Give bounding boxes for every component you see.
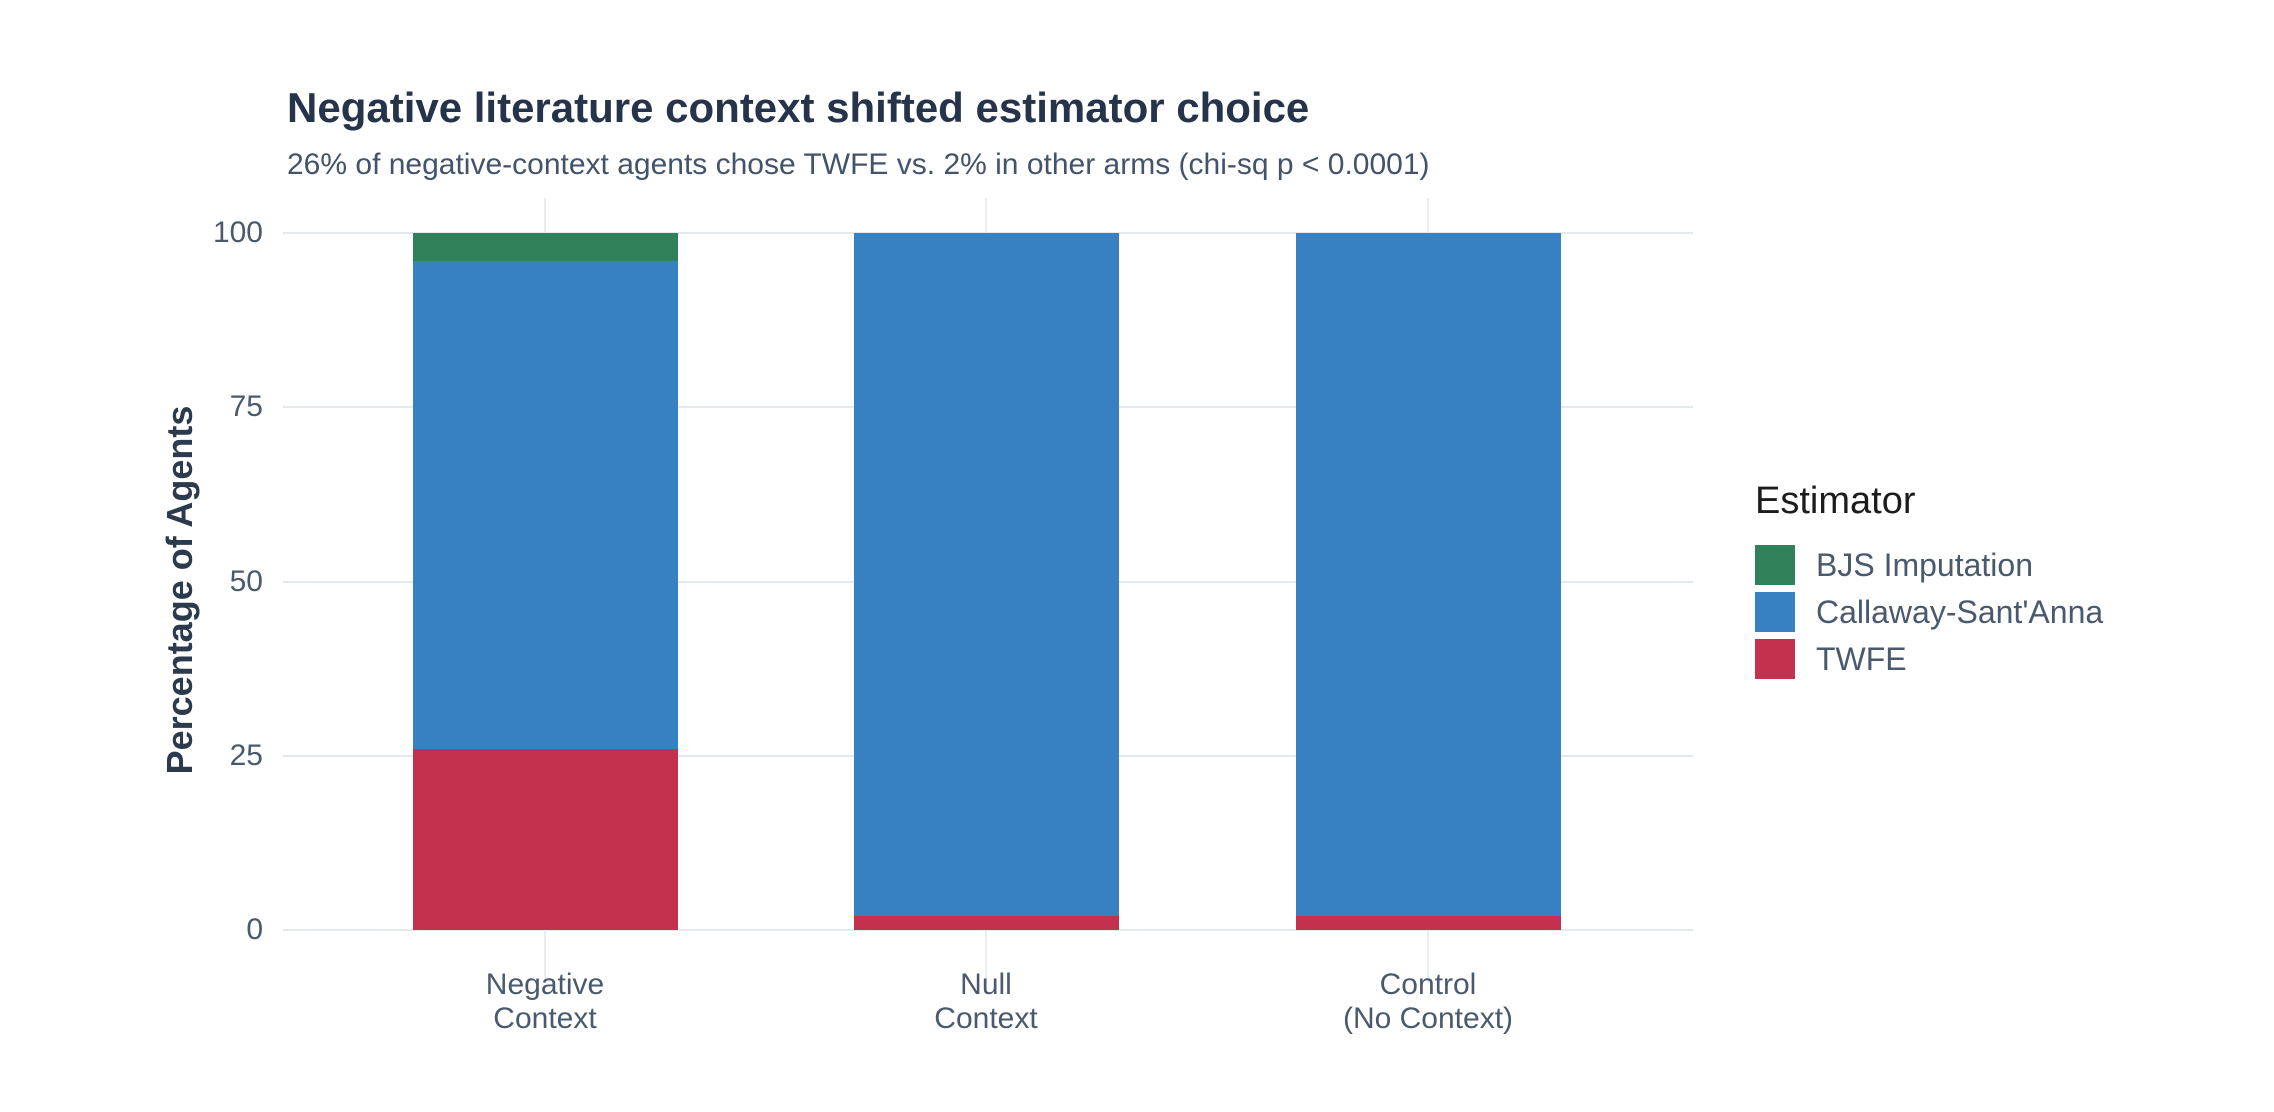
x-tick-label-negative-context: Negative Context [485,968,605,1035]
chart-title: Negative literature context shifted esti… [287,84,1310,131]
bar-segment-negative-context-twfe [412,748,678,930]
bar-segment-null-context-twfe [853,916,1119,930]
legend-label-bjs-imputation: BJS Imputation [1816,546,2033,583]
y-axis-title: Percentage of Agents [159,405,200,775]
y-tick-label-75: 75 [229,390,263,424]
y-tick-label-25: 25 [229,738,263,772]
legend-item-bjs-imputation: BJS Imputation [1755,545,2103,585]
legend-label-twfe: TWFE [1816,640,1907,677]
x-tick-label-control-no-context: Control (No Context) [1342,968,1514,1035]
legend-label-callaway-sant-anna: Callaway-Sant'Anna [1816,593,2104,630]
plot-panel [283,198,1693,983]
y-tick-label-100: 100 [212,216,263,249]
legend-item-callaway-sant-anna: Callaway-Sant'Anna [1755,592,2103,632]
bar-segment-null-context-callaway-sant-anna [853,233,1119,917]
legend-items: BJS Imputation Callaway-Sant'Anna TWFE [1755,545,2103,679]
y-tick-label-0: 0 [246,913,263,946]
y-tick-label-50: 50 [229,564,263,598]
bar-segment-control-no-context-callaway-sant-anna [1295,233,1561,917]
legend-swatch-twfe [1755,639,1795,679]
bar-segment-negative-context-bjs-imputation [412,233,678,261]
legend-title: Estimator [1755,480,1916,522]
legend-swatch-callaway-sant-anna [1755,592,1795,632]
chart-subtitle: 26% of negative-context agents chose TWF… [287,148,1430,181]
legend-item-twfe: TWFE [1755,639,2103,679]
x-tick-label-null-context: Null Context [934,968,1038,1035]
bar-segment-negative-context-callaway-sant-anna [412,260,678,749]
legend-swatch-bjs-imputation [1755,545,1795,585]
bar-segment-control-no-context-twfe [1295,916,1561,930]
legend: Estimator BJS Imputation Callaway-Sant'An… [1755,480,2103,679]
gridline-y-0 [283,929,1693,931]
